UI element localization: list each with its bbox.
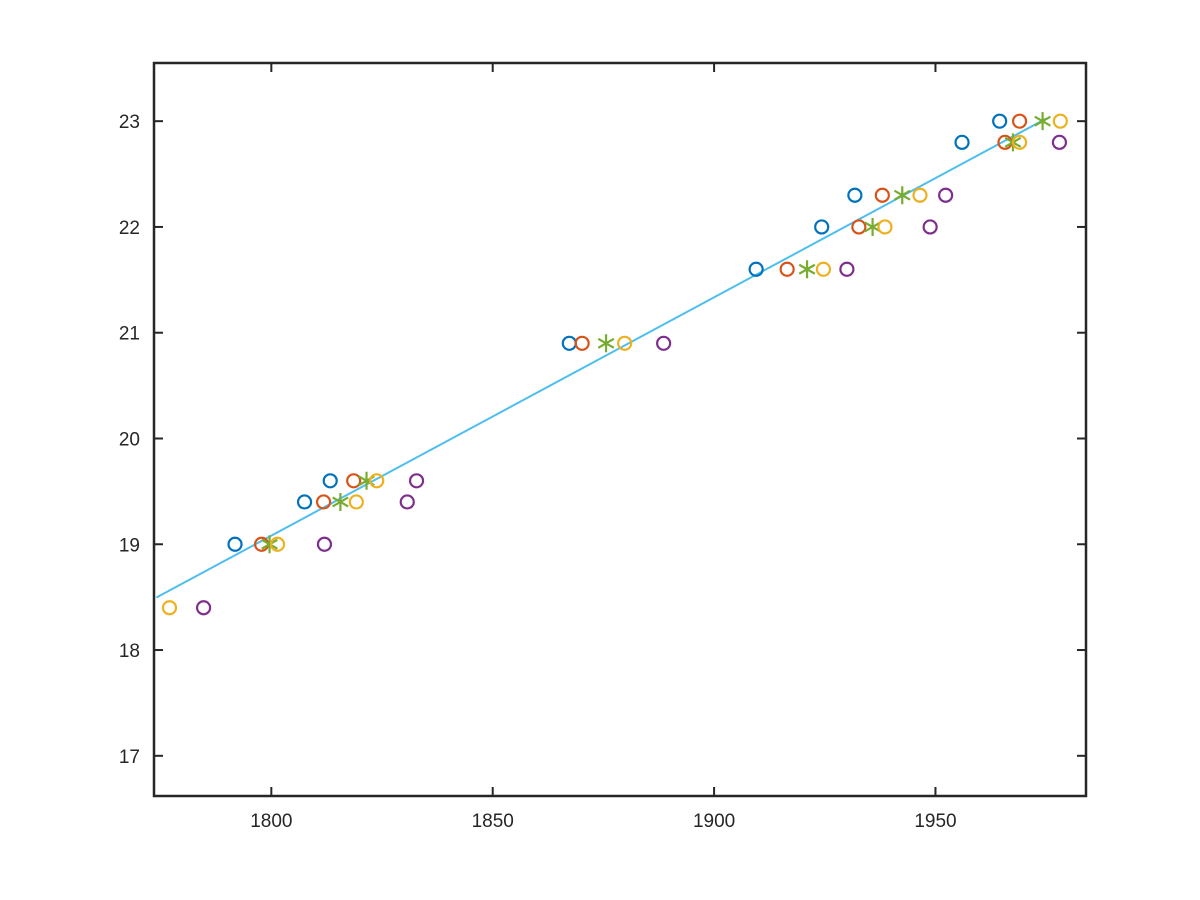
data-point	[1052, 113, 1068, 129]
y-tick-label: 22	[119, 218, 140, 239]
plot-background	[154, 63, 1086, 796]
data-point	[656, 335, 672, 351]
data-point	[992, 113, 1008, 129]
data-point	[269, 536, 286, 552]
x-tick-label: 1900	[693, 811, 735, 832]
data-point	[938, 187, 954, 203]
series-purple	[195, 134, 1068, 616]
data-point	[617, 335, 633, 351]
axis-layer	[152, 61, 1088, 798]
series-yellow	[161, 113, 1068, 616]
y-tick-label: 17	[119, 747, 140, 768]
y-tick-label: 20	[119, 429, 140, 450]
x-tick-label: 1800	[250, 811, 292, 832]
data-point	[839, 261, 855, 277]
data-point	[346, 473, 362, 489]
tick-label-layer: 1800 1850 1900 1950 17 18 19 20 21 22 23	[119, 112, 957, 832]
data-point	[798, 260, 816, 279]
data-point	[261, 535, 278, 554]
data-point	[874, 187, 890, 203]
data-point	[316, 536, 333, 552]
data-point	[1004, 133, 1022, 152]
data-point	[1011, 113, 1028, 129]
y-tick-label: 19	[119, 535, 140, 556]
data-point	[1034, 112, 1051, 131]
data-point	[851, 219, 867, 235]
data-point	[408, 473, 425, 489]
data-point	[1051, 134, 1068, 150]
data-layer	[156, 112, 1068, 616]
data-point	[332, 492, 349, 511]
data-point	[574, 335, 590, 351]
data-point	[954, 134, 970, 150]
data-point	[399, 494, 415, 510]
data-point	[369, 473, 385, 489]
data-point	[315, 494, 332, 510]
data-point	[815, 261, 832, 277]
data-point	[847, 187, 863, 203]
data-point	[358, 471, 375, 490]
data-point	[348, 494, 364, 510]
y-tick-label: 18	[119, 641, 140, 662]
data-point	[814, 219, 830, 235]
data-point	[296, 494, 313, 510]
series-blue	[227, 113, 1008, 552]
data-point	[877, 219, 893, 235]
y-tick-label: 23	[119, 112, 140, 133]
data-point	[597, 334, 615, 353]
data-point	[195, 600, 212, 616]
data-point	[161, 600, 178, 616]
axes-frame	[152, 61, 1088, 798]
x-tick-label: 1950	[914, 811, 956, 832]
data-point	[912, 187, 928, 203]
series-green	[261, 112, 1051, 554]
data-point	[322, 473, 338, 489]
data-point	[227, 536, 243, 552]
data-point	[779, 261, 795, 277]
y-tick-label: 21	[119, 324, 140, 345]
data-point	[748, 261, 764, 277]
x-tick-label: 1850	[472, 811, 514, 832]
data-point	[1011, 134, 1028, 150]
data-point	[864, 217, 881, 236]
data-point	[893, 186, 911, 205]
data-point	[922, 219, 938, 235]
